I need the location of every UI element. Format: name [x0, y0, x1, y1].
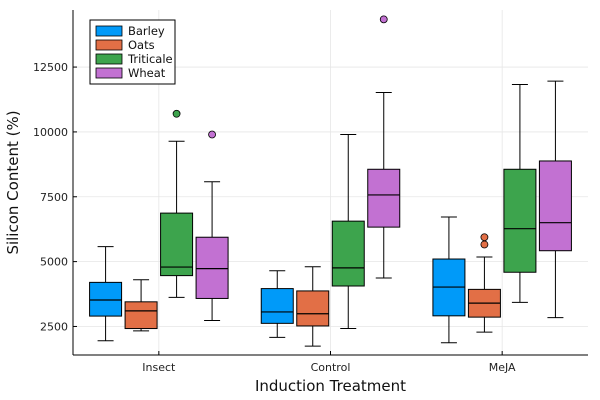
x-tick-label: MeJA	[489, 361, 516, 374]
outlier-point	[208, 130, 216, 139]
legend-swatch-triticale	[95, 53, 123, 65]
x-axis-title: Induction Treatment	[255, 377, 406, 395]
legend-swatch-wheat	[95, 67, 123, 79]
box-groups	[89, 15, 572, 347]
y-tick-label: 12500	[33, 61, 68, 74]
box-oats-insect	[124, 301, 158, 330]
box-triticale-control	[331, 220, 365, 287]
tick-labels: 2500 5000 7500 10000 12500 Insect Control MeJA	[33, 61, 516, 374]
box-triticale-insect	[160, 212, 194, 277]
box-oats-control	[296, 290, 330, 327]
box-triticale-meja	[503, 168, 537, 273]
y-tick-label: 5000	[40, 256, 68, 269]
box-wheat-control	[367, 168, 401, 228]
legend-label-oats: Oats	[128, 38, 155, 52]
box-wheat-insect	[195, 236, 229, 299]
outlier-point	[172, 109, 181, 118]
legend-label-barley: Barley	[128, 24, 165, 38]
x-tick-label: Insect	[142, 361, 176, 374]
box-barley-control	[260, 288, 294, 324]
legend-swatch-oats	[95, 39, 123, 51]
y-tick-label: 2500	[40, 320, 68, 333]
box-wheat-meja	[538, 160, 572, 252]
y-tick-label: 7500	[40, 191, 68, 204]
axes	[72, 10, 588, 356]
y-axis-title: Silicon Content (%)	[4, 110, 22, 254]
legend-label-triticale: Triticale	[127, 52, 173, 66]
legend-label-wheat: Wheat	[128, 66, 166, 80]
legend-swatch-barley	[95, 25, 123, 37]
box-barley-insect	[89, 281, 123, 317]
outlier-point	[480, 240, 489, 249]
outlier-point	[480, 233, 489, 242]
y-tick-label: 10000	[33, 126, 68, 139]
x-tick-label: Control	[311, 361, 351, 374]
outlier-point	[379, 15, 388, 24]
